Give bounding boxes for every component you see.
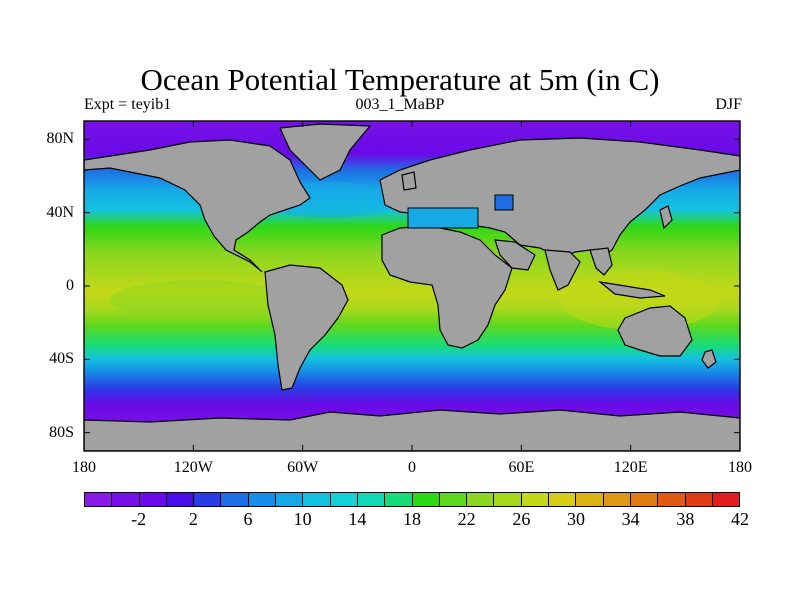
y-tick-label: 40S [49, 350, 74, 368]
land-india [544, 249, 581, 291]
land-southeast-asia [589, 247, 613, 276]
colorbar-box [85, 493, 113, 506]
colorbar-box [139, 493, 167, 506]
colorbar-label: 30 [567, 509, 585, 529]
land-north-america [84, 139, 311, 273]
colorbar-box [549, 493, 577, 506]
colorbar-box [576, 493, 604, 506]
land-japan [659, 205, 673, 230]
colorbar-box [658, 493, 686, 506]
land-new-zealand [701, 349, 717, 369]
x-tick-label: 120W [173, 459, 213, 476]
colorbar-label: 10 [293, 509, 312, 529]
land-greenland [279, 123, 372, 181]
x-tick-label: 180 [728, 459, 752, 476]
colorbar-box [685, 493, 713, 506]
x-tick-label: 60W [287, 459, 319, 476]
colorbar-label: -2 [131, 509, 147, 529]
land-uk [401, 171, 417, 191]
colorbar-box [630, 493, 659, 506]
period-label: 003_1_MaBP [355, 96, 445, 113]
colorbar-box [276, 493, 304, 506]
land-antarctica [84, 409, 740, 451]
colorbar-box [221, 493, 249, 506]
y-tick-label: 0 [66, 277, 74, 294]
land-indonesia [597, 281, 666, 299]
caspian-sea [494, 194, 514, 211]
colorbar [84, 492, 740, 507]
land-africa [381, 225, 513, 349]
axis-ticks [83, 121, 741, 451]
land-mask [84, 123, 740, 451]
y-tick-label: 40N [46, 203, 74, 221]
colorbar-box [248, 493, 277, 506]
colorbar-label: 22 [457, 509, 476, 529]
colorbar-box [166, 493, 195, 506]
colorbar-box [494, 493, 522, 506]
chart-title: Ocean Potential Temperature at 5m (in C) [140, 62, 660, 97]
colorbar-label: 42 [731, 509, 749, 529]
colorbar-label: 26 [512, 509, 531, 529]
mediterranean-sea [407, 207, 479, 229]
land-australia [617, 305, 693, 357]
land-south-america [264, 264, 349, 391]
land-arabia [494, 239, 536, 271]
colorbar-box [603, 493, 631, 506]
colorbar-label: 2 [188, 509, 198, 529]
colorbar-label: 6 [243, 509, 253, 529]
x-tick-label: 0 [408, 459, 416, 476]
x-tick-label: 120E [613, 459, 648, 476]
colorbar-label: 34 [621, 509, 640, 529]
colorbar-box [303, 493, 331, 506]
colorbar-label: 14 [348, 509, 367, 529]
colorbar-box [194, 493, 222, 506]
season-label: DJF [715, 96, 742, 113]
colorbar-box [467, 493, 495, 506]
colorbar-label: 18 [403, 509, 421, 529]
colorbar-box [112, 493, 140, 506]
colorbar-label: 38 [676, 509, 695, 529]
colorbar-box [330, 493, 358, 506]
y-tick-label: 80S [49, 423, 74, 441]
x-tick-label: 180 [72, 459, 96, 476]
colorbar-box [521, 493, 550, 506]
y-tick-label: 80N [46, 130, 74, 148]
colorbar-box [439, 493, 468, 506]
colorbar-box [712, 493, 740, 506]
east-pacific-band [110, 280, 290, 320]
colorbar-box [385, 493, 413, 506]
colorbar-box [357, 493, 386, 506]
experiment-label: Expt = teyib1 [84, 96, 172, 113]
x-tick-label: 60E [508, 459, 535, 476]
colorbar-box [412, 493, 440, 506]
